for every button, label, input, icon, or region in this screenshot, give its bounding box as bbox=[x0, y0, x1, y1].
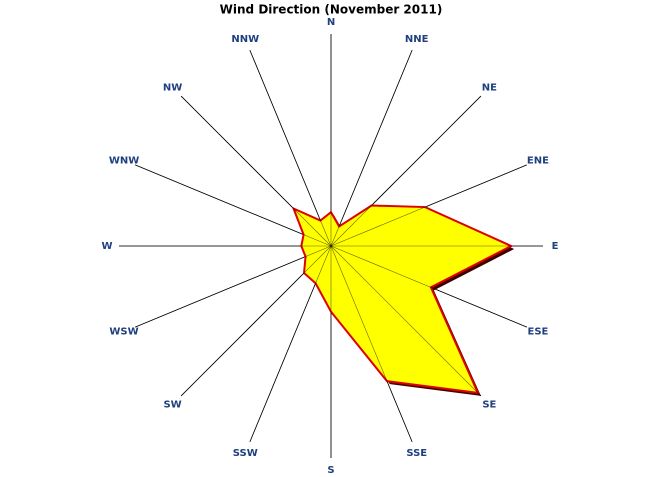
direction-label: SSE bbox=[406, 448, 427, 459]
direction-label: W bbox=[101, 241, 112, 252]
direction-label: E bbox=[552, 241, 559, 252]
direction-label: ESE bbox=[528, 327, 549, 338]
spoke-over bbox=[180, 245, 332, 397]
direction-label: WSW bbox=[109, 327, 138, 338]
spoke-over bbox=[330, 95, 482, 247]
direction-label: S bbox=[327, 465, 334, 476]
direction-label: NW bbox=[163, 83, 182, 94]
spoke-over bbox=[330, 245, 413, 442]
chart-title: Wind Direction (November 2011) bbox=[220, 3, 443, 17]
direction-label: ENE bbox=[527, 155, 549, 166]
spoke-over bbox=[330, 164, 527, 247]
direction-label: N bbox=[327, 17, 335, 28]
spoke-over bbox=[249, 50, 332, 247]
spoke-over bbox=[180, 95, 332, 247]
direction-label: NE bbox=[482, 83, 497, 94]
direction-label: NNW bbox=[231, 34, 259, 45]
direction-label: WNW bbox=[109, 155, 139, 166]
spoke-over bbox=[330, 50, 413, 247]
direction-label: NNE bbox=[405, 34, 429, 45]
spoke-over bbox=[249, 245, 332, 442]
direction-label: SE bbox=[482, 399, 496, 410]
spoke-over bbox=[330, 245, 527, 328]
direction-label: SSW bbox=[233, 448, 258, 459]
spoke-over bbox=[135, 245, 332, 328]
direction-label: SW bbox=[163, 399, 181, 410]
spoke-over bbox=[135, 164, 332, 247]
spoke-over bbox=[330, 245, 482, 397]
